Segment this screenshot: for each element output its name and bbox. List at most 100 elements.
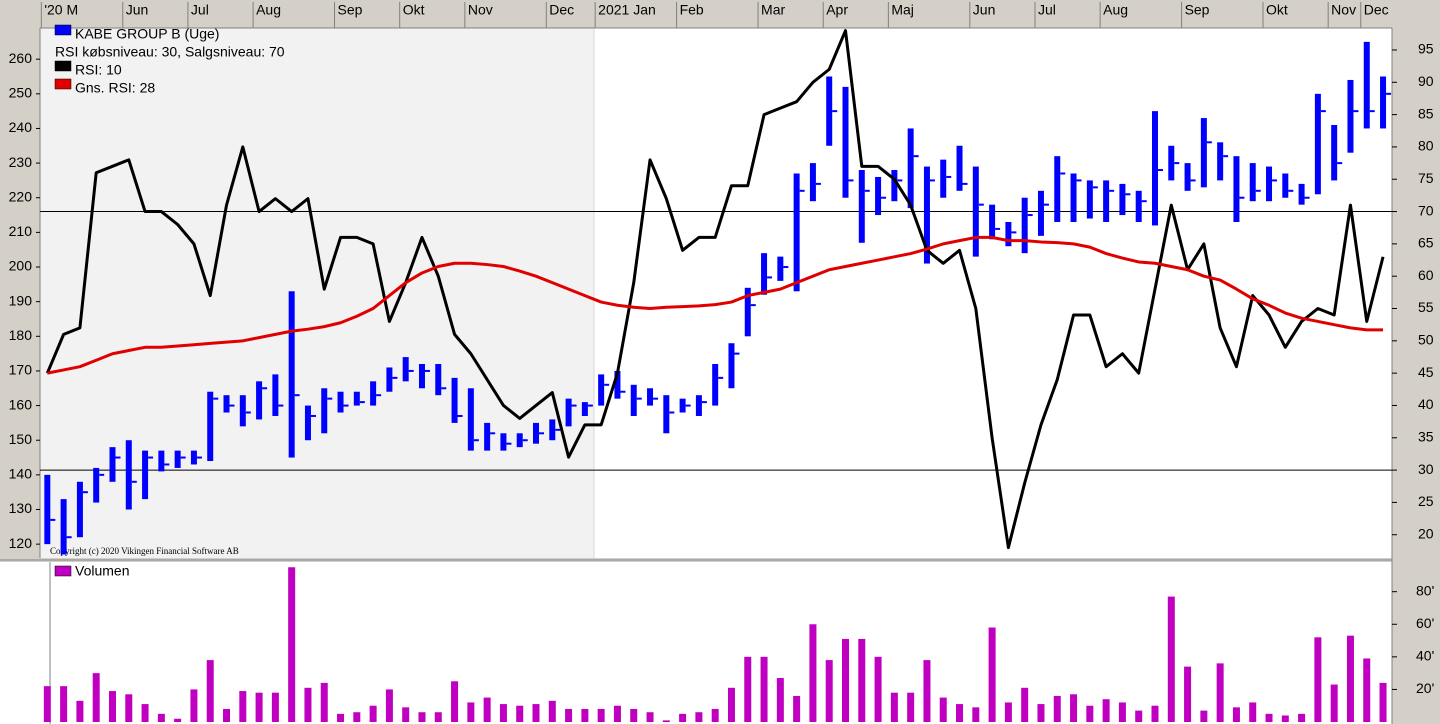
price-bar xyxy=(614,370,621,399)
volume-bar xyxy=(597,708,605,722)
price-bar xyxy=(793,173,800,292)
price-bar xyxy=(467,388,474,451)
y2-tick-label: 25 xyxy=(1418,493,1434,509)
volume-bar xyxy=(1004,702,1012,722)
price-bar xyxy=(1151,111,1158,226)
price-bar xyxy=(1347,79,1354,153)
x-tick-label: Okt xyxy=(403,2,425,18)
volume-bar xyxy=(157,713,165,722)
price-bar xyxy=(1249,163,1256,202)
volume-bar xyxy=(972,707,980,722)
y2-tick-label: 20 xyxy=(1418,525,1434,541)
price-bar xyxy=(858,170,865,243)
price-bar xyxy=(1005,221,1012,247)
price-bar xyxy=(256,381,263,420)
price-bar xyxy=(125,440,132,510)
volume-bar xyxy=(1200,710,1208,722)
volume-bar xyxy=(793,695,801,722)
price-bar xyxy=(761,253,768,295)
volume-bar xyxy=(1184,666,1192,722)
volume-bar xyxy=(613,705,621,722)
x-tick-label: Jul xyxy=(191,2,209,18)
volume-bar xyxy=(271,692,279,722)
price-bar xyxy=(1331,124,1338,181)
price-bar xyxy=(875,176,882,216)
x-tick-label: Feb xyxy=(680,2,704,18)
price-bar xyxy=(956,145,963,191)
x-tick-label: Sep xyxy=(338,2,363,18)
volume-bar xyxy=(744,656,752,722)
price-bar xyxy=(1103,180,1110,222)
volume-bar xyxy=(1102,699,1110,722)
y2-tick-label: 65 xyxy=(1418,235,1434,251)
year-2020-shade xyxy=(40,28,594,558)
price-bar xyxy=(777,256,784,281)
volume-bar xyxy=(516,705,524,722)
y-tick-label: 150 xyxy=(9,431,33,447)
volume-bar xyxy=(1135,710,1143,722)
price-bar xyxy=(663,395,670,434)
y-tick-label: 20' xyxy=(1416,680,1434,696)
volume-bar xyxy=(288,567,296,722)
price-bar xyxy=(435,364,442,396)
y-tick-label: 160 xyxy=(9,396,33,412)
volume-bar xyxy=(548,700,556,722)
price-bar xyxy=(207,391,214,462)
volume-bar xyxy=(1232,707,1240,722)
price-bar xyxy=(1282,173,1289,198)
legend-label: KABE GROUP B (Uge) xyxy=(75,26,219,42)
volume-bar xyxy=(76,700,84,722)
price-bar xyxy=(891,170,898,202)
y2-tick-label: 85 xyxy=(1418,105,1434,121)
y-tick-label: 80' xyxy=(1416,582,1434,598)
price-bar xyxy=(581,402,588,416)
price-bar xyxy=(695,395,702,416)
price-bar xyxy=(370,381,377,406)
rsi-line xyxy=(45,29,1385,550)
volume-bar xyxy=(1379,682,1387,722)
volume-bar xyxy=(1070,694,1078,722)
volume-bar xyxy=(1265,713,1273,722)
y-tick-label: 210 xyxy=(9,223,33,239)
volume-bar xyxy=(1216,663,1224,722)
volume-bar xyxy=(825,660,833,722)
price-bar xyxy=(76,481,83,538)
volume-bar xyxy=(858,638,866,722)
price-bar xyxy=(630,384,637,416)
volume-bar xyxy=(1330,684,1338,722)
price-bar xyxy=(842,86,849,198)
price-bar xyxy=(1200,118,1207,188)
price-bar xyxy=(321,388,328,434)
volume-bar xyxy=(451,681,459,722)
price-bar xyxy=(516,433,523,448)
volume-bar xyxy=(581,708,589,722)
y2-tick-label: 30 xyxy=(1418,461,1434,477)
price-bar xyxy=(1298,183,1305,205)
price-bar xyxy=(288,291,295,458)
price-bar xyxy=(451,377,458,423)
volume-bar xyxy=(320,682,328,722)
volume-bar xyxy=(402,707,410,722)
price-bar xyxy=(940,159,947,198)
legend-swatch xyxy=(54,24,72,36)
volume-bar xyxy=(385,689,393,722)
volume-bar xyxy=(1167,596,1175,722)
volume-bar xyxy=(532,704,540,722)
x-tick-label: 2021 Jan xyxy=(598,2,656,18)
price-bar xyxy=(1233,156,1240,222)
volume-bar xyxy=(190,689,198,722)
legend-swatch xyxy=(54,78,72,90)
volume-bar xyxy=(890,692,898,722)
x-tick-label: Dec xyxy=(549,2,574,18)
rsi-line xyxy=(47,235,1384,375)
price-bar xyxy=(1380,76,1387,129)
volume-bar xyxy=(776,678,784,722)
volume-bar xyxy=(353,712,361,722)
price-bar xyxy=(565,398,572,427)
price-bar xyxy=(158,450,165,472)
y2-tick-label: 35 xyxy=(1418,428,1434,444)
y-tick-label: 200 xyxy=(9,258,33,274)
price-bar xyxy=(223,395,230,413)
y2-tick-label: 45 xyxy=(1418,364,1434,380)
x-tick-label: Jul xyxy=(1038,2,1056,18)
